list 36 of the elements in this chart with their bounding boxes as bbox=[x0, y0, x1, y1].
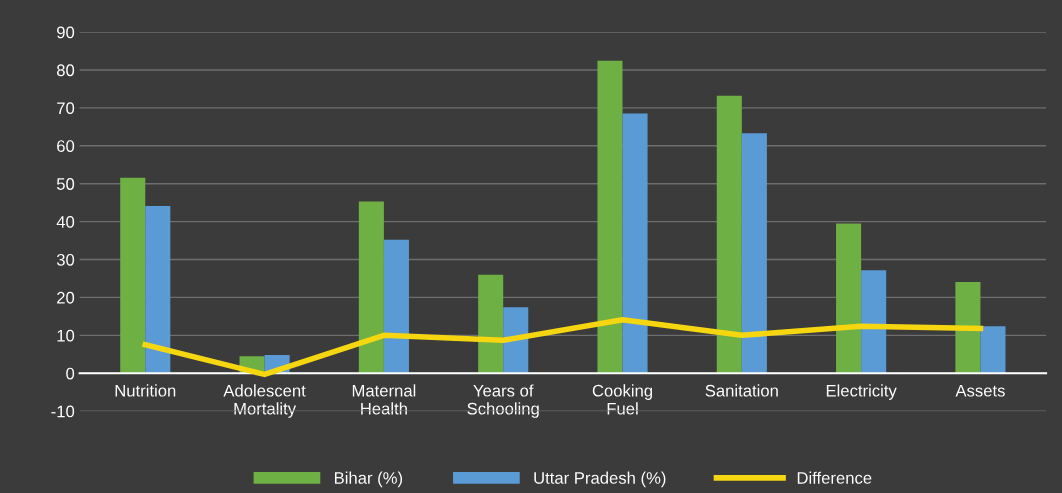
bar bbox=[478, 274, 504, 374]
x-tick-label: Maternal Health bbox=[352, 384, 416, 415]
legend-label: Difference bbox=[797, 471, 872, 484]
x-tick-label: Adolescent Mortality bbox=[223, 384, 306, 418]
legend-label: Uttar Pradesh (%) bbox=[534, 471, 666, 488]
bar bbox=[358, 201, 384, 374]
bar bbox=[120, 177, 146, 374]
y-tick-label: 70 bbox=[57, 102, 75, 115]
y-tick-label: 10 bbox=[57, 329, 75, 342]
bar bbox=[503, 307, 529, 374]
x-tick-label: Electricity bbox=[826, 384, 897, 400]
bar bbox=[955, 281, 981, 374]
y-tick-label: -10 bbox=[51, 405, 75, 418]
bar bbox=[622, 113, 648, 374]
y-tick-label: 30 bbox=[56, 253, 75, 266]
x-tick-label: Cooking Fuel bbox=[592, 384, 653, 415]
bar bbox=[597, 60, 623, 374]
y-tick-label: 80 bbox=[56, 64, 75, 77]
x-tick-label: Years of Schooling bbox=[467, 384, 539, 418]
y-tick-label: 90 bbox=[57, 26, 75, 39]
x-tick-label: Sanitation bbox=[705, 384, 778, 397]
y-tick-label: 40 bbox=[56, 216, 75, 228]
y-tick-label: 60 bbox=[57, 140, 75, 152]
y-tick-label: 0 bbox=[66, 367, 75, 380]
x-tick-label: Nutrition bbox=[115, 384, 176, 397]
x-tick-label: Assets bbox=[955, 384, 1005, 397]
bar bbox=[716, 95, 742, 374]
y-tick-label: 50 bbox=[56, 178, 75, 190]
y-tick-label: 20 bbox=[57, 291, 75, 304]
legend-label: Bihar (%) bbox=[334, 471, 403, 488]
bar bbox=[836, 223, 862, 374]
bar bbox=[861, 270, 887, 374]
bar bbox=[980, 326, 1006, 374]
bar bbox=[145, 206, 171, 374]
bar bbox=[741, 133, 767, 374]
bar bbox=[383, 239, 409, 374]
